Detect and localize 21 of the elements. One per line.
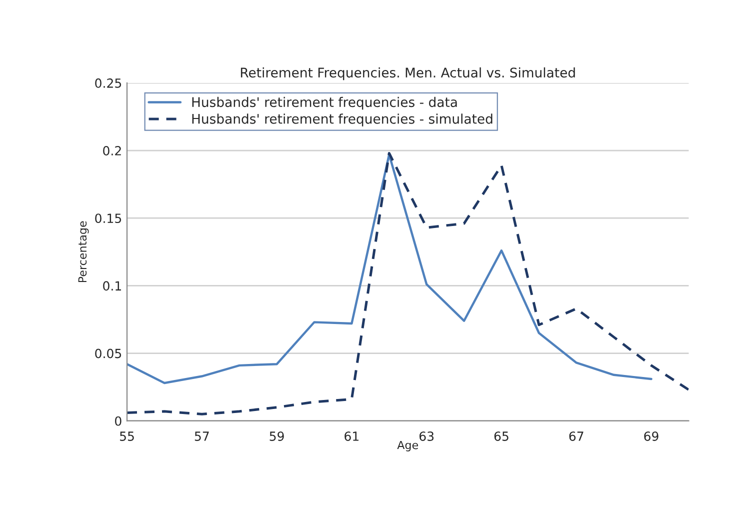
chart-title: Retirement Frequencies. Men. Actual vs. Simulated bbox=[240, 67, 575, 80]
x-tick-label: 55 bbox=[120, 432, 134, 441]
y-axis-title: Percentage bbox=[78, 221, 89, 282]
line-series bbox=[127, 153, 652, 384]
x-tick-label: 67 bbox=[569, 432, 584, 441]
x-tick-label: 61 bbox=[344, 432, 358, 441]
x-tick-label: 69 bbox=[644, 432, 658, 441]
y-tick-label: 0.05 bbox=[95, 348, 122, 358]
x-axis-title: Age bbox=[397, 440, 418, 452]
x-tick-label: 63 bbox=[420, 432, 434, 441]
y-tick-label: 0.1 bbox=[103, 281, 121, 291]
y-tick-label: 0 bbox=[115, 416, 122, 426]
line-series bbox=[127, 152, 689, 416]
y-tick-label: 0.2 bbox=[103, 146, 121, 156]
x-tick-label: 57 bbox=[194, 432, 209, 441]
x-tick-label: 65 bbox=[494, 432, 508, 441]
y-tick-label: 0.25 bbox=[95, 78, 122, 88]
legend-label: Husbands' retirement frequencies - data bbox=[192, 96, 457, 110]
x-tick-label: 59 bbox=[270, 432, 284, 441]
y-tick-label: 0.15 bbox=[95, 214, 122, 224]
legend-label: Husbands' retirement frequencies - simulated bbox=[192, 114, 492, 126]
